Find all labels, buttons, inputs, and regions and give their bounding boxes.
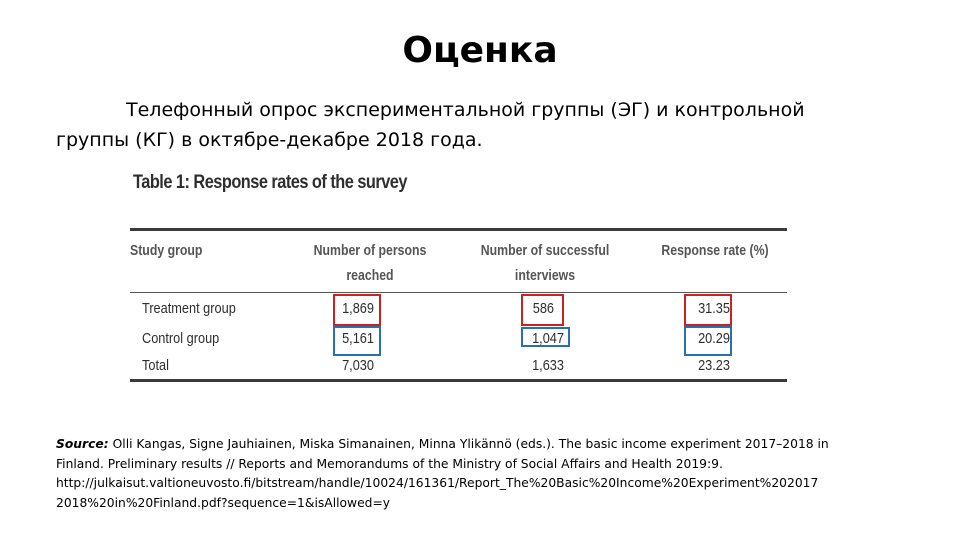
intro-line-1: Телефонный опрос экспериментальной групп… [126,99,805,121]
header-study-group: Study group [130,242,203,259]
row-control-reached: 5,161 [342,330,374,347]
source-line-2: Finland. Preliminary results // Reports … [56,456,723,471]
highlight-control-reached [333,326,381,356]
source-citation: Source: Olli Kangas, Signe Jauhiainen, M… [56,435,874,513]
row-total-interviews: 1,633 [532,357,564,374]
highlight-treatment-rate [684,294,732,326]
response-rates-table: Table 1: Response rates of the survey St… [130,166,790,386]
row-treatment-label: Treatment group [142,300,236,317]
row-total-rate: 23.23 [698,357,730,374]
source-line-4[interactable]: 2018%20in%20Finland.pdf?sequence=1&isAll… [56,495,391,510]
row-control-label: Control group [142,330,220,347]
row-control-interviews: 1,047 [532,330,564,347]
highlight-treatment-reached [333,294,381,326]
header-response-rate: Response rate (%) [661,242,769,259]
header-persons-reached-2: reached [346,267,394,284]
intro-text: Телефонный опрос экспериментальной групп… [56,95,856,155]
highlight-control-interviews [521,327,570,347]
source-text-1: Olli Kangas, Signe Jauhiainen, Miska Sim… [112,437,829,451]
header-successful-1: Number of successful [480,242,610,259]
row-treatment-rate: 31.35 [698,300,730,317]
table-caption: Table 1: Response rates of the survey [133,172,407,193]
row-total-reached: 7,030 [342,357,374,374]
table-top-rule [130,228,787,231]
header-successful-2: interviews [514,267,576,284]
intro-line-2: группы (КГ) в октябре-декабре 2018 года. [56,129,483,151]
highlight-control-rate [684,326,732,356]
table-bottom-rule [130,379,787,382]
highlight-treatment-interviews [521,294,564,326]
row-treatment-interviews: 586 [532,300,554,317]
source-line-1: Source: Olli Kangas, Signe Jauhiainen, M… [56,435,874,455]
source-label: Source: [56,437,109,451]
header-persons-reached-1: Number of persons [313,242,427,259]
row-treatment-reached: 1,869 [342,300,374,317]
row-total-label: Total [142,357,169,374]
table-header-rule [130,292,787,293]
slide-title: Оценка [402,30,558,71]
source-line-3[interactable]: http://julkaisut.valtioneuvosto.fi/bitst… [56,476,819,490]
row-control-rate: 20.29 [698,330,730,347]
